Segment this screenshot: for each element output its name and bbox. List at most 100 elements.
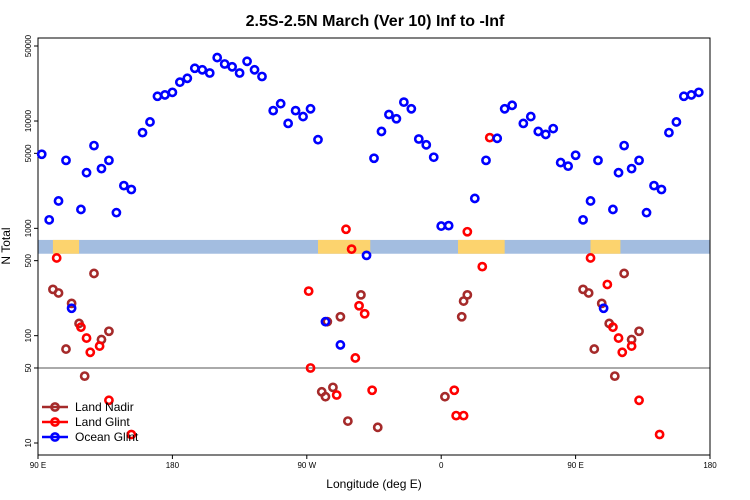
point-land-nadir <box>456 311 467 322</box>
point-ocean-glint <box>126 184 137 195</box>
point-land-glint <box>350 353 361 363</box>
point-land-glint <box>305 363 316 373</box>
legend-item-land-nadir: Land Nadir <box>42 400 134 414</box>
point-ocean-glint <box>593 155 603 166</box>
point-ocean-glint <box>649 180 659 191</box>
point-ocean-glint <box>283 118 294 129</box>
band-land-segment <box>458 239 505 254</box>
point-land-glint <box>449 385 460 396</box>
point-ocean-glint <box>234 68 245 78</box>
point-ocean-glint <box>686 90 697 100</box>
point-ocean-glint <box>578 214 588 225</box>
point-ocean-glint <box>413 134 424 144</box>
point-land-nadir <box>596 298 607 309</box>
point-land-glint <box>346 244 357 255</box>
point-land-nadir <box>372 422 383 433</box>
x-tick-label: 0 <box>439 461 444 470</box>
point-ocean-glint <box>160 90 170 100</box>
point-land-nadir <box>356 289 366 300</box>
point-ocean-glint <box>634 155 644 166</box>
point-ocean-glint <box>525 111 536 122</box>
x-axis: 90 E 180 90 W 0 90 E 180 <box>30 455 717 470</box>
point-ocean-glint <box>167 87 178 98</box>
point-ocean-glint <box>275 98 286 109</box>
point-ocean-glint <box>421 139 432 150</box>
point-land-nadir <box>583 288 594 298</box>
point-ocean-glint <box>384 109 394 120</box>
plot-frame <box>37 37 711 456</box>
point-ocean-glint <box>518 118 529 129</box>
point-ocean-glint <box>693 87 704 98</box>
point-land-glint <box>484 132 495 143</box>
point-land-nadir <box>462 289 473 300</box>
x-tick-label: 180 <box>166 461 180 470</box>
point-ocean-glint <box>507 100 518 111</box>
point-ocean-glint <box>189 63 200 74</box>
point-ocean-glint <box>548 123 559 134</box>
point-ocean-glint <box>44 214 55 225</box>
point-land-nadir <box>634 326 644 337</box>
point-ocean-glint <box>111 207 122 218</box>
y-tick-label: 10000 <box>24 109 33 132</box>
legend: Land Nadir Land Glint Ocean Glint <box>42 400 139 444</box>
point-land-glint <box>81 333 92 343</box>
point-ocean-glint <box>563 161 574 172</box>
point-land-glint <box>462 226 473 237</box>
point-land-glint <box>341 224 351 235</box>
series-land-nadir <box>48 268 644 433</box>
point-land-glint <box>354 300 364 311</box>
point-ocean-glint <box>61 155 71 166</box>
point-ocean-glint <box>152 91 163 102</box>
point-ocean-glint <box>664 127 674 138</box>
point-ocean-glint <box>608 204 618 215</box>
point-ocean-glint <box>104 155 114 166</box>
point-land-nadir <box>53 288 64 298</box>
point-land-nadir <box>104 326 114 337</box>
point-ocean-glint <box>242 56 252 67</box>
data-band <box>38 239 710 254</box>
y-tick-label: 100 <box>24 328 33 342</box>
point-land-glint <box>626 341 637 351</box>
point-ocean-glint <box>613 167 624 178</box>
point-ocean-glint <box>313 134 323 145</box>
x-tick-label: 90 W <box>297 461 316 470</box>
point-land-glint <box>367 385 378 396</box>
point-ocean-glint <box>678 91 689 102</box>
point-land-glint <box>451 410 462 421</box>
point-ocean-glint <box>36 149 47 160</box>
point-ocean-glint <box>492 133 503 144</box>
legend-item-ocean-glint: Ocean Glint <box>42 430 139 444</box>
point-ocean-glint <box>118 180 129 191</box>
point-land-glint <box>51 253 62 263</box>
point-ocean-glint <box>53 196 64 206</box>
series-land-glint <box>51 132 665 440</box>
point-ocean-glint <box>469 193 480 204</box>
x-tick-label: 180 <box>703 461 717 470</box>
point-land-glint <box>359 308 370 319</box>
point-ocean-glint <box>619 140 630 151</box>
point-land-nadir <box>61 344 71 354</box>
point-land-nadir <box>609 371 620 382</box>
y-axis: 10 50 100 500 1000 5000 10000 50000 <box>24 34 38 447</box>
point-ocean-glint <box>481 155 491 166</box>
point-ocean-glint <box>398 97 409 108</box>
point-ocean-glint <box>540 129 551 140</box>
y-tick-label: 50000 <box>24 34 33 57</box>
point-ocean-glint <box>290 105 301 116</box>
point-ocean-glint <box>227 61 238 72</box>
point-land-nadir <box>335 311 346 322</box>
point-ocean-glint <box>212 52 223 63</box>
point-land-nadir <box>320 391 331 402</box>
point-ocean-glint <box>268 105 279 116</box>
chart-title: 2.5S-2.5N March (Ver 10) Inf to -Inf <box>246 13 505 30</box>
point-land-nadir <box>342 416 353 426</box>
point-land-glint <box>602 279 613 290</box>
point-ocean-glint <box>298 111 308 122</box>
y-tick-label: 50 <box>24 363 33 372</box>
point-land-glint <box>126 429 137 440</box>
point-land-glint <box>617 347 628 358</box>
y-tick-label: 5000 <box>24 144 33 162</box>
point-ocean-glint <box>406 103 417 114</box>
band-ocean <box>38 239 710 254</box>
point-land-glint <box>94 341 105 351</box>
